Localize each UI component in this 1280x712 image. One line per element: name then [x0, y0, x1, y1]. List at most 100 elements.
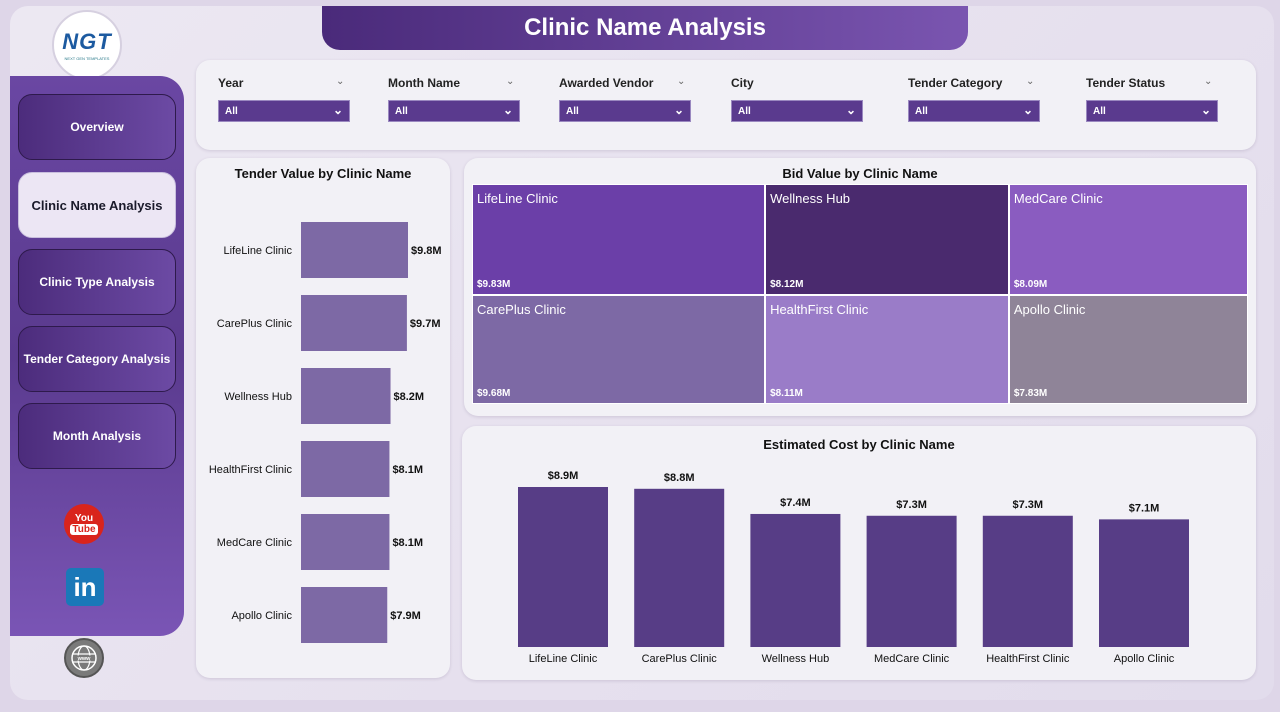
treemap-tile-healthfirst-clinic[interactable]: HealthFirst Clinic $8.11M — [765, 294, 1009, 404]
vbar-category-label-lifeline-clinic: LifeLine Clinic — [529, 653, 598, 665]
vbar-careplus-clinic[interactable] — [634, 488, 725, 647]
treemap-tile-medcare-clinic[interactable]: MedCare Clinic $8.09M — [1008, 184, 1248, 295]
youtube-icon[interactable]: You Tube — [64, 504, 104, 544]
bid-value-treemap: LifeLine Clinic $9.83M CarePlus Clinic $9.6… — [472, 184, 1248, 404]
vbar-wellness-hub[interactable] — [750, 513, 841, 647]
hbar-wellness-hub[interactable] — [301, 368, 391, 424]
nav-clinic-name-analysis-button[interactable]: Clinic Name Analysis — [18, 172, 176, 238]
vbar-value-label-apollo-clinic: $7.1M — [1129, 502, 1160, 514]
treemap-tile-name: LifeLine Clinic — [477, 191, 558, 206]
estimated-cost-chart: $8.9M LifeLine Clinic $8.8M CarePlus Clinic… — [518, 470, 1189, 665]
tender-status-dropdown[interactable]: All ⌄ — [1086, 100, 1218, 122]
vbar-value-label-healthfirst-clinic: $7.3M — [1013, 499, 1044, 511]
treemap-tile-apollo-clinic[interactable]: Apollo Clinic $7.83M — [1008, 294, 1248, 404]
treemap-tile-lifeline-clinic[interactable]: LifeLine Clinic $9.83M — [472, 184, 766, 295]
chart-title: Estimated Cost by Clinic Name — [763, 437, 955, 452]
vbar-value-label-wellness-hub: $7.4M — [780, 497, 811, 509]
treemap-tile-wellness-hub[interactable]: Wellness Hub $8.12M — [765, 184, 1009, 295]
website-globe-icon[interactable]: www — [64, 638, 104, 678]
hbar-apollo-clinic[interactable] — [301, 587, 388, 643]
chevron-down-icon: ⌄ — [673, 103, 684, 117]
filter-tender-category: Tender Category ⌄ All ⌄ — [908, 74, 1040, 122]
treemap-tile-name: Apollo Clinic — [1013, 301, 1086, 317]
vbar-category-label-apollo-clinic: Apollo Clinic — [1114, 653, 1175, 665]
hbar-category-label-apollo-clinic: Apollo Clinic — [231, 610, 292, 622]
hbar-category-label-medcare-clinic: MedCare Clinic — [217, 537, 293, 549]
linkedin-icon[interactable]: in — [66, 568, 104, 606]
chart-title: Tender Value by Clinic Name — [234, 166, 412, 181]
filter-label: City — [731, 76, 754, 90]
chart-title: Bid Value by Clinic Name — [782, 166, 938, 181]
city-dropdown[interactable]: All ⌄ — [731, 100, 863, 122]
hbar-value-label-wellness-hub: $8.2M — [394, 391, 425, 403]
nav-tender-category-analysis-button[interactable]: Tender Category Analysis — [18, 326, 176, 392]
treemap-tile-value: $8.12M — [770, 278, 804, 290]
hbar-value-label-medcare-clinic: $8.1M — [392, 537, 423, 549]
sidebar: Overview Clinic Name Analysis Clinic Typ… — [10, 76, 184, 636]
nav-clinic-type-analysis-button[interactable]: Clinic Type Analysis — [18, 249, 176, 315]
logo: NGT NEXT GEN TEMPLATES — [52, 10, 122, 80]
filter-value: All — [915, 105, 928, 117]
youtube-icon-bottom: Tube — [70, 523, 98, 535]
hbar-medcare-clinic[interactable] — [301, 514, 390, 570]
filter-label: Tender Status — [1086, 76, 1166, 90]
vbar-category-label-medcare-clinic: MedCare Clinic — [874, 653, 950, 665]
vbar-category-label-healthfirst-clinic: HealthFirst Clinic — [986, 653, 1070, 665]
filter-label: Awarded Vendor — [559, 76, 654, 90]
treemap-tile-name: Wellness Hub — [770, 191, 851, 206]
svg-text:www: www — [77, 656, 92, 662]
year-dropdown[interactable]: All ⌄ — [218, 100, 350, 122]
filter-label: Tender Category — [908, 76, 1003, 90]
filter-label: Year — [218, 76, 244, 90]
filter-year: Year ⌄ All ⌄ — [218, 74, 350, 122]
treemap-tile-careplus-clinic[interactable]: CarePlus Clinic $9.68M — [472, 294, 766, 404]
vbar-medcare-clinic[interactable] — [866, 515, 957, 647]
tender-value-chart: LifeLine Clinic $9.8M CarePlus Clinic $9.7M… — [209, 222, 442, 643]
filter-awarded-vendor: Awarded Vendor ⌄ All ⌄ — [559, 74, 691, 122]
filter-tender-status: Tender Status ⌄ All ⌄ — [1086, 74, 1218, 122]
treemap-tile-value: $8.11M — [770, 387, 803, 399]
vbar-healthfirst-clinic[interactable] — [982, 515, 1073, 647]
chevron-down-icon: ⌄ — [1200, 103, 1211, 117]
treemap-tile-value: $7.83M — [1013, 387, 1048, 399]
hbar-healthfirst-clinic[interactable] — [301, 441, 390, 497]
hbar-careplus-clinic[interactable] — [301, 295, 407, 351]
vbar-value-label-careplus-clinic: $8.8M — [664, 472, 695, 484]
filter-month-name: Month Name ⌄ All ⌄ — [388, 74, 520, 122]
estimated-cost-chart-panel: Estimated Cost by Clinic Name $8.9M LifeL… — [462, 426, 1256, 680]
treemap-tile-value: $9.83M — [477, 278, 511, 290]
logo-text: NGT — [62, 29, 112, 54]
vbar-apollo-clinic[interactable] — [1099, 519, 1189, 647]
hbar-category-label-wellness-hub: Wellness Hub — [224, 391, 292, 403]
chevron-down-icon[interactable]: ⌄ — [1026, 76, 1035, 87]
treemap-tile-name: HealthFirst Clinic — [770, 301, 869, 317]
treemap-tile-value: $9.68M — [477, 387, 511, 399]
month-name-dropdown[interactable]: All ⌄ — [388, 100, 520, 122]
hbar-category-label-lifeline-clinic: LifeLine Clinic — [224, 245, 293, 257]
hbar-value-label-apollo-clinic: $7.9M — [390, 610, 421, 622]
chevron-down-icon[interactable]: ⌄ — [677, 76, 686, 87]
youtube-icon-top: You — [74, 512, 94, 524]
hbar-value-label-healthfirst-clinic: $8.1M — [392, 464, 423, 476]
chevron-down-icon[interactable]: ⌄ — [1204, 76, 1213, 87]
vbar-category-label-careplus-clinic: CarePlus Clinic — [642, 653, 718, 665]
awarded-vendor-dropdown[interactable]: All ⌄ — [559, 100, 691, 122]
hbar-lifeline-clinic[interactable] — [301, 222, 408, 278]
chevron-down-icon: ⌄ — [845, 103, 856, 117]
nav-overview-button[interactable]: Overview — [18, 94, 176, 160]
tender-value-chart-panel: Tender Value by Clinic Name LifeLine Cli… — [196, 158, 450, 678]
chevron-down-icon[interactable]: ⌄ — [336, 76, 345, 87]
logo-subtitle: NEXT GEN TEMPLATES — [64, 56, 110, 61]
vbar-lifeline-clinic[interactable] — [518, 487, 608, 647]
treemap-tile-name: CarePlus Clinic — [477, 301, 566, 317]
vbar-value-label-medcare-clinic: $7.3M — [896, 499, 927, 511]
filter-label: Month Name — [388, 76, 460, 90]
nav-month-analysis-button[interactable]: Month Analysis — [18, 403, 176, 469]
chevron-down-icon: ⌄ — [332, 103, 343, 117]
globe-icon: www — [71, 645, 97, 671]
vbar-category-label-wellness-hub: Wellness Hub — [762, 653, 830, 665]
tender-category-dropdown[interactable]: All ⌄ — [908, 100, 1040, 122]
treemap-tile-value: $8.09M — [1013, 278, 1048, 290]
hbar-value-label-careplus-clinic: $9.7M — [410, 318, 441, 330]
chevron-down-icon[interactable]: ⌄ — [506, 76, 515, 87]
